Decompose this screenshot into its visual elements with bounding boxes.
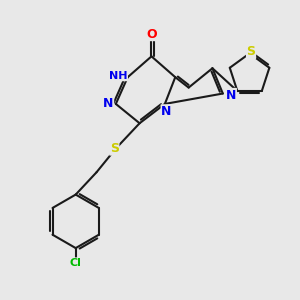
- Text: N: N: [103, 98, 114, 110]
- Text: N: N: [161, 105, 172, 118]
- Text: S: S: [110, 142, 119, 155]
- Text: O: O: [146, 28, 157, 40]
- Text: Cl: Cl: [70, 258, 82, 268]
- Text: NH: NH: [109, 71, 128, 81]
- Text: S: S: [247, 45, 256, 58]
- Text: N: N: [226, 88, 236, 101]
